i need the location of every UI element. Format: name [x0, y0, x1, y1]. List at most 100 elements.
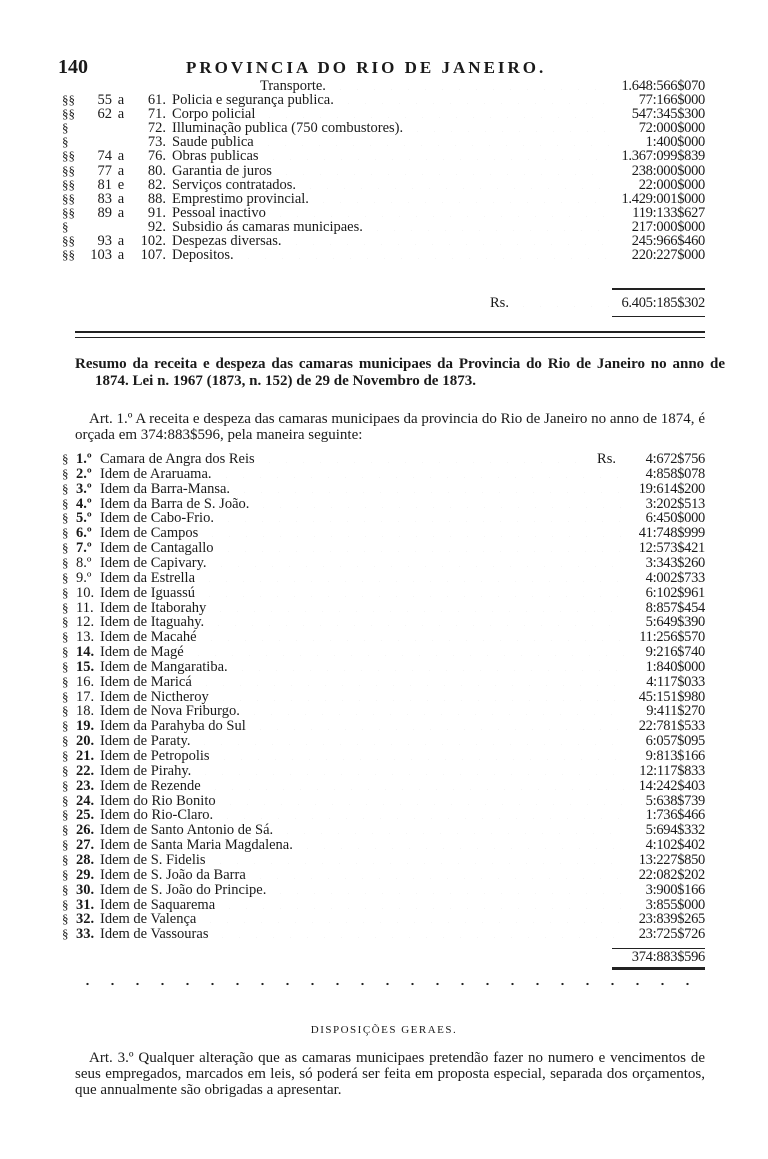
camara-row: § 14. Idem de Magé 9:216$740 [62, 644, 705, 661]
camara-value: 6:057$095 [645, 733, 706, 750]
dot-leader [271, 206, 609, 217]
dot-leader [214, 690, 624, 701]
camara-value: 45:151$980 [638, 688, 706, 705]
range-to: 76. [147, 148, 166, 165]
section-sign: § [62, 120, 69, 136]
camara-label: Idem do Rio Bonito [100, 792, 216, 809]
dot-leader [219, 512, 624, 523]
expense-value: 22:000$000 [638, 176, 706, 193]
section-sign: § [62, 851, 69, 867]
item-number: 22. [76, 762, 95, 779]
section-sign: § [62, 451, 69, 466]
camara-label: Idem de Saquarema [100, 896, 216, 913]
camara-row: § 11. Idem de Itaborahy 8:857$454 [62, 599, 706, 616]
item-number: 27. [76, 837, 95, 854]
section-sign: § [62, 495, 69, 511]
camara-row: § 28. Idem de S. Fidelis 13:227$850 [62, 851, 705, 868]
camara-label: Idem da Barra de S. João. [100, 495, 250, 512]
section-sign: § [62, 658, 69, 674]
camara-value: 4:672$756 [645, 451, 706, 467]
expense-row: §§ 62 a 71. Corpo policial 547:345$300 [62, 106, 705, 122]
item-number: 9.º [76, 569, 92, 586]
dot-leader [197, 764, 624, 775]
expense-label: Illuminação publica (750 combustores). [172, 120, 404, 137]
camara-value: 5:694$332 [645, 822, 706, 839]
camara-label: Idem de Cantagallo [100, 540, 214, 557]
camara-value: 6:102$961 [645, 584, 706, 601]
camara-row: § 15. Idem de Mangaratiba. 1:840$000 [62, 658, 705, 674]
section-divider [75, 331, 705, 333]
camara-row: § 13. Idem de Macahé 11:256$570 [62, 629, 705, 645]
range-to: 91. [147, 204, 166, 221]
camara-row: § 27. Idem de Santa Maria Magdalena. 4:102$… [62, 837, 705, 854]
camara-value: 12:573$421 [638, 540, 706, 557]
expense-value: 72:000$000 [638, 120, 706, 137]
camara-row: § 24. Idem do Rio Bonito 5:638$739 [62, 792, 706, 809]
camara-label: Idem de Valença [100, 911, 197, 928]
dot-leader [215, 750, 624, 760]
camara-label: Idem de S. Fidelis [100, 851, 206, 868]
section-sign: § [62, 629, 69, 645]
section-sign: § [62, 540, 69, 556]
expense-label: Policia e segurança publica. [172, 92, 334, 108]
dot-leader [219, 542, 624, 553]
item-number: 21. [76, 748, 95, 764]
dot-leader [189, 646, 624, 657]
camara-label: Idem de Itaborahy [100, 599, 207, 616]
item-number: 10. [76, 584, 95, 601]
camara-label: Idem de Araruama. [100, 465, 212, 482]
range-connector: a [117, 204, 125, 221]
camara-label: Idem de Maricá [100, 673, 192, 690]
dot-leader [196, 735, 624, 746]
section-sign: § [62, 614, 69, 630]
section-sign: §§ [62, 92, 75, 107]
range-from: 55 [97, 92, 113, 108]
dot-leader [287, 235, 609, 245]
camara-row: § 8.º Idem de Capivary. 3:343$260 [62, 555, 705, 570]
item-number: 33. [76, 926, 95, 943]
section-sign: § [62, 465, 69, 481]
expense-row: § 72. Illuminação publica (750 combustores… [62, 120, 706, 137]
dot-leader [277, 164, 609, 175]
section-sign: § [62, 733, 69, 749]
section-sign: § [62, 777, 69, 793]
range-connector: a [117, 148, 125, 165]
range-connector: e [117, 176, 125, 193]
camara-label: Idem de Rezende [100, 777, 201, 794]
expense-row: § 73. Saude publica 1:400$000 [62, 134, 705, 150]
page-number: 140 [58, 56, 88, 78]
camara-label: Idem de Magé [100, 644, 184, 661]
section-sign: § [62, 134, 69, 150]
range-to: 107. [140, 247, 166, 264]
dot-leader [259, 136, 609, 147]
expense-label: Subsidio ás camaras municipaes. [172, 218, 363, 235]
camara-label: Idem de Petropolis [100, 748, 210, 764]
item-number: 19. [76, 718, 95, 735]
section-sign: § [62, 807, 69, 823]
item-number: 16. [76, 673, 95, 690]
camara-row: § 30. Idem de S. João do Principe. 3:900$16… [62, 881, 705, 897]
camara-row: § 33. Idem de Vassouras 23:725$726 [62, 926, 705, 943]
dot-leader [239, 249, 609, 260]
item-number: 18. [76, 703, 95, 720]
section-sign: § [62, 881, 69, 897]
camara-value: 8:857$454 [645, 599, 706, 616]
section-sign: §§ [62, 106, 75, 122]
dot-leader [261, 108, 609, 119]
item-number: 23. [76, 777, 95, 794]
dot-leader [255, 497, 624, 508]
total-label: Rs. [490, 295, 509, 311]
camara-value: 5:638$739 [645, 792, 706, 809]
dot-leader [217, 467, 624, 478]
subtotal-rule [612, 288, 705, 290]
item-number: 1.º [76, 451, 92, 467]
dot-leader [212, 601, 624, 612]
expense-value: 245:966$460 [631, 233, 706, 249]
section-sign: § [62, 673, 69, 689]
resumo-total-row: 374:883$596 [600, 950, 706, 965]
dot-leader [298, 839, 624, 850]
camara-label: Idem do Rio-Claro. [100, 807, 214, 824]
section-sign: § [62, 510, 69, 526]
dot-leader [233, 660, 624, 671]
camara-row: § 4.º Idem da Barra de S. João. 3:202$513 [62, 495, 705, 512]
